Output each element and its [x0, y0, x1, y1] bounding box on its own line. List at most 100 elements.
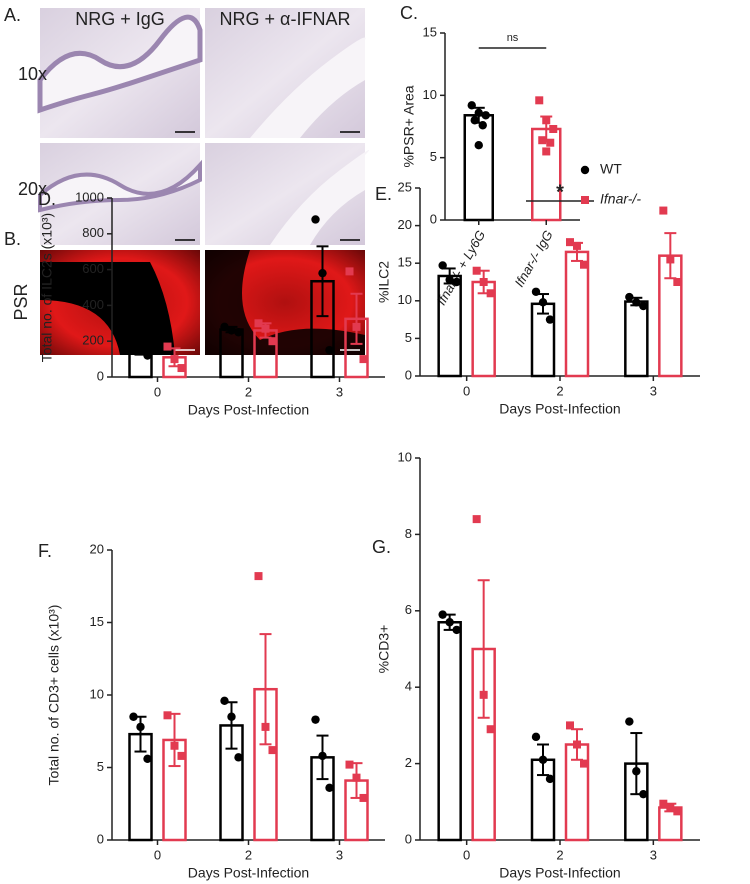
panel-label: C. — [400, 3, 418, 23]
data-point — [666, 255, 675, 264]
data-point — [143, 754, 152, 763]
y-tick-label: 10 — [423, 87, 437, 102]
y-tick-label: 5 — [97, 759, 104, 774]
data-point — [170, 355, 179, 364]
tissue-lumen — [37, 14, 203, 114]
y-tick-label: 400 — [82, 297, 104, 312]
legend-marker — [581, 196, 589, 204]
y-tick-label: 0 — [430, 211, 437, 226]
annotation: * — [556, 181, 564, 203]
data-point — [546, 138, 555, 147]
data-point — [254, 319, 263, 328]
data-point — [359, 793, 368, 802]
data-point — [170, 741, 179, 750]
data-point — [268, 337, 277, 346]
column-label: NRG + IgG — [75, 9, 165, 29]
tissue-lumen — [270, 150, 370, 245]
data-point — [438, 610, 447, 619]
panel-label: F. — [38, 541, 52, 561]
x-tick-label: 2 — [556, 847, 563, 862]
data-point — [538, 755, 548, 764]
data-point — [580, 759, 588, 768]
y-tick-label: 200 — [82, 333, 104, 348]
data-point — [666, 803, 675, 812]
data-point — [639, 301, 648, 311]
data-point — [474, 141, 483, 150]
x-tick-label: 3 — [650, 847, 657, 862]
x-tick-label: 0 — [463, 383, 470, 398]
row-label: 20x — [18, 179, 47, 199]
data-point — [481, 111, 490, 120]
data-point — [566, 238, 574, 247]
data-point — [538, 298, 548, 307]
data-point — [470, 116, 479, 125]
data-point — [549, 124, 558, 133]
data-point — [673, 278, 682, 286]
data-point — [452, 277, 461, 287]
x-tick-label: 3 — [650, 383, 657, 398]
y-tick-label: 0 — [405, 831, 412, 846]
y-tick-label: 2 — [405, 755, 412, 770]
data-point — [632, 298, 641, 307]
data-point — [479, 690, 488, 699]
y-tick-label: 800 — [82, 225, 104, 240]
y-tick-label: 10 — [90, 686, 104, 701]
data-point — [639, 789, 648, 799]
data-point — [538, 136, 547, 145]
x-tick-label: 0 — [463, 847, 470, 862]
legend-label: Ifnar-/- — [600, 191, 641, 207]
data-point — [545, 774, 555, 784]
data-point — [542, 116, 551, 125]
column-label: NRG + α-IFNAR — [220, 9, 351, 29]
y-tick-label: 10 — [398, 292, 412, 307]
data-point — [220, 696, 229, 705]
y-tick-label: 8 — [405, 526, 412, 541]
y-axis-label: %PSR+ Area — [401, 85, 417, 167]
data-point — [472, 266, 481, 275]
y-tick-label: 25 — [398, 179, 412, 194]
data-point — [352, 773, 361, 782]
data-point — [445, 275, 454, 284]
x-tick-label: 2 — [245, 384, 252, 399]
data-point — [566, 721, 574, 730]
x-tick-label: 3 — [336, 847, 343, 862]
data-point — [318, 268, 327, 278]
panel-label: A. — [4, 5, 21, 25]
data-point — [659, 799, 668, 808]
y-tick-label: 15 — [398, 255, 412, 270]
x-tick-label: Ifnar-/- IgG — [512, 228, 556, 290]
data-point — [136, 722, 145, 732]
data-point — [472, 515, 481, 524]
data-point — [261, 722, 270, 731]
panel-label: G. — [372, 537, 391, 557]
data-point — [580, 260, 588, 269]
data-point — [234, 328, 243, 337]
x-axis-label: Days Post-Infection — [499, 401, 620, 417]
data-point — [311, 215, 320, 224]
data-point — [311, 715, 320, 724]
x-axis-label: Days Post-Infection — [188, 865, 309, 881]
data-point — [129, 317, 138, 326]
data-point — [535, 96, 544, 105]
y-tick-label: 0 — [97, 368, 104, 383]
y-axis-label: %ILC2 — [376, 261, 392, 303]
histology: A. NRG + IgG NRG + α-IFNAR 10x 20x B. PS… — [4, 5, 370, 355]
data-point — [545, 315, 555, 324]
y-tick-label: 4 — [405, 679, 412, 694]
data-point — [234, 753, 243, 762]
data-point — [632, 767, 641, 776]
data-point — [325, 783, 334, 792]
y-axis-label: %CD3+ — [376, 625, 392, 674]
x-tick-label: 2 — [556, 383, 563, 398]
x-axis-label: Days Post-Infection — [499, 865, 620, 881]
bar — [564, 250, 590, 378]
tissue-lumen — [38, 159, 202, 213]
data-point — [359, 355, 368, 364]
data-point — [325, 345, 334, 355]
data-point — [352, 322, 361, 331]
y-axis-label: Total no. of ILC2s (x10³) — [39, 213, 55, 362]
row-label: PSR — [11, 283, 31, 320]
data-point — [261, 324, 270, 333]
data-point — [531, 287, 541, 296]
data-point — [318, 751, 327, 761]
